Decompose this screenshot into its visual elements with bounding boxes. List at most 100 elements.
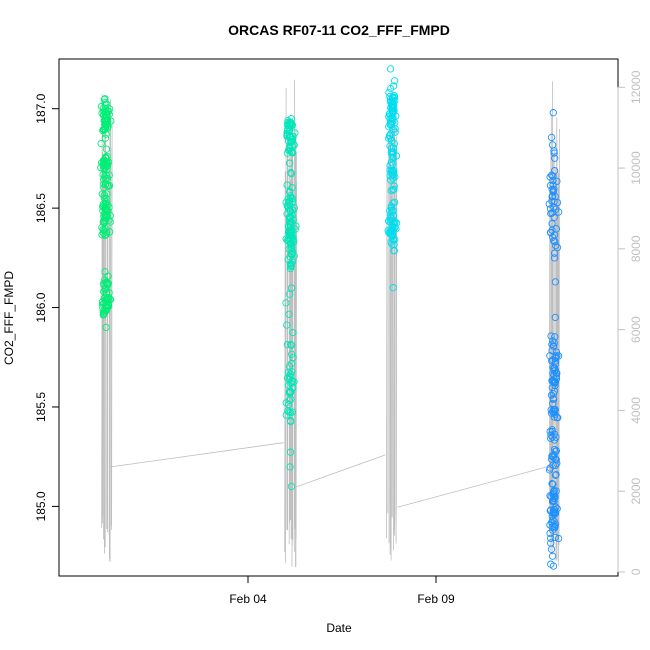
- data-point: [389, 174, 397, 182]
- data-point: [554, 534, 563, 543]
- data-point: [99, 125, 108, 134]
- data-point: [288, 251, 296, 259]
- data-point: [101, 115, 109, 123]
- data-point: [391, 128, 399, 136]
- data-point: [390, 185, 398, 193]
- data-point: [282, 399, 290, 407]
- data-point: [391, 235, 399, 244]
- data-point: [551, 237, 559, 246]
- data-point: [288, 198, 297, 206]
- data-point: [549, 480, 557, 488]
- data-point: [386, 142, 394, 150]
- data-point: [103, 212, 111, 220]
- data-point: [286, 463, 294, 471]
- data-point: [286, 389, 295, 397]
- data-point: [552, 348, 561, 356]
- data-point: [546, 427, 554, 436]
- data-point: [548, 219, 556, 228]
- data-point: [102, 302, 110, 311]
- data-point: [288, 377, 297, 385]
- data-point: [553, 243, 562, 252]
- data-point: [99, 203, 107, 211]
- data-point: [389, 186, 397, 194]
- data-point: [389, 82, 398, 90]
- data-point: [286, 213, 294, 221]
- y2-tick-label: 2000: [629, 478, 643, 505]
- data-point: [392, 219, 401, 227]
- y-tick-label: 186.0: [34, 292, 48, 322]
- data-point: [389, 93, 397, 101]
- data-point: [549, 188, 557, 196]
- data-point: [553, 198, 562, 207]
- data-point: [100, 218, 109, 226]
- data-point: [551, 378, 559, 386]
- data-point: [102, 323, 110, 332]
- data-point: [287, 262, 295, 271]
- data-point: [289, 132, 297, 141]
- data-point: [97, 139, 105, 148]
- data-point: [549, 369, 557, 378]
- data-point: [549, 109, 557, 117]
- data-point: [287, 482, 296, 491]
- data-point: [289, 328, 297, 337]
- data-point: [287, 341, 296, 349]
- data-point: [548, 141, 557, 149]
- data-point: [287, 284, 296, 292]
- data-point: [552, 369, 560, 377]
- data-point: [282, 299, 290, 307]
- data-point: [99, 160, 107, 168]
- data-point: [102, 100, 111, 108]
- data-point: [286, 187, 294, 196]
- x-tick-label: Feb 09: [417, 592, 455, 606]
- data-point: [102, 145, 111, 153]
- data-point: [552, 433, 560, 441]
- data-point: [285, 206, 294, 214]
- data-point: [549, 181, 557, 189]
- data-point: [549, 509, 558, 517]
- data-point: [391, 119, 399, 127]
- data-point: [282, 411, 290, 419]
- data-point: [386, 119, 394, 127]
- data-point: [551, 471, 560, 479]
- data-point: [286, 448, 295, 456]
- data-point: [550, 413, 558, 421]
- data-point: [550, 445, 559, 454]
- data-point: [286, 133, 294, 141]
- data-point: [291, 129, 299, 137]
- data-point: [391, 223, 399, 231]
- data-point: [388, 227, 397, 235]
- data-point: [550, 254, 559, 262]
- y2-tick-label: 10000: [629, 151, 643, 185]
- data-point: [284, 400, 293, 409]
- data-point: [547, 455, 556, 463]
- data-point: [548, 357, 556, 365]
- data-point: [102, 225, 110, 233]
- data-point: [388, 110, 396, 119]
- data-point: [546, 529, 554, 537]
- data-point: [551, 333, 559, 341]
- data-point: [549, 176, 557, 185]
- data-point: [547, 332, 555, 340]
- data-point: [550, 149, 558, 157]
- y-tick-label: 187.0: [34, 93, 48, 123]
- y2-tick-label: 12000: [629, 70, 643, 104]
- data-point: [100, 165, 108, 174]
- data-point: [286, 118, 294, 126]
- points-layer: [97, 65, 563, 570]
- data-point: [549, 233, 557, 241]
- data-point: [549, 337, 557, 345]
- y2-tick-label: 0: [629, 568, 643, 575]
- data-point: [547, 434, 555, 443]
- data-point: [547, 133, 556, 142]
- data-point: [389, 97, 397, 106]
- data-point: [283, 321, 291, 329]
- data-point: [103, 304, 112, 312]
- data-point: [99, 311, 107, 319]
- axes-layer: 185.0 185.5 186.0 186.5 187.0 0 2000 4000 6000 80…: [34, 70, 643, 606]
- data-point: [101, 134, 110, 142]
- data-point: [100, 95, 109, 104]
- data-point: [552, 456, 560, 464]
- data-point: [389, 153, 397, 161]
- data-point: [550, 342, 558, 350]
